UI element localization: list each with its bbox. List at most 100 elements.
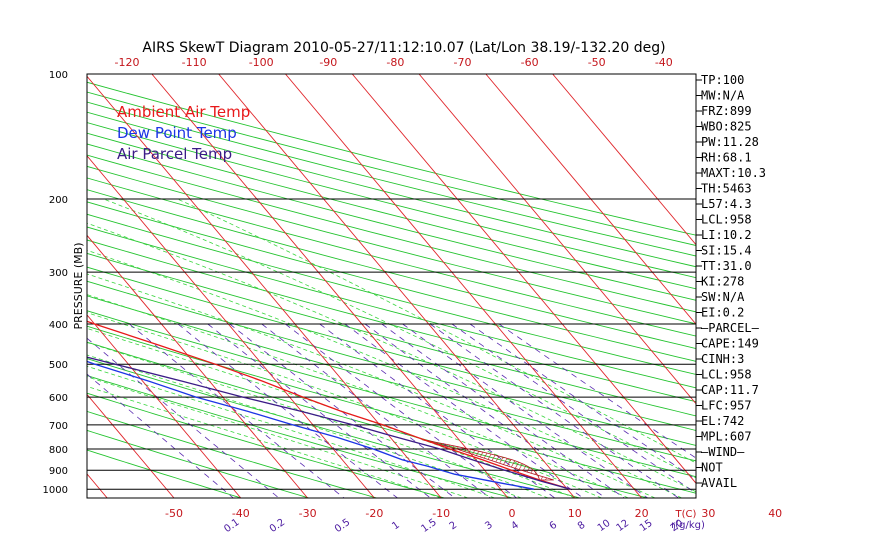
index-label: –WIND–: [701, 445, 745, 459]
index-label: SW:N/A: [701, 290, 745, 304]
dry-adiabat-line: [87, 143, 696, 301]
mixing-ratio-tick-label: 12: [615, 518, 632, 534]
pressure-tick-label: 400: [49, 320, 68, 331]
isotherm-line: [218, 74, 576, 498]
pressure-tick-label: 200: [49, 195, 68, 206]
mixing-ratio-tick-label: 1: [390, 520, 402, 533]
mixing-ratio-tick-label: 3: [483, 520, 495, 533]
isotherm-line: [87, 234, 308, 498]
mixing-ratio-tick-label: 10: [596, 518, 613, 534]
isotherm-line: [418, 74, 696, 405]
sounding-profiles: [87, 320, 571, 490]
mixing-ratio-tick-label: 4: [509, 520, 521, 533]
dry-adiabat-line: [87, 122, 696, 279]
mixing-ratio-line: [344, 323, 584, 498]
isotherm-line: [351, 74, 696, 484]
dry-adiabat-line: [87, 325, 696, 494]
pressure-tick-label: 600: [49, 393, 68, 404]
dry-adiabat-line: [87, 266, 696, 431]
index-label: TT:31.0: [701, 259, 752, 273]
isotherm-line: [151, 74, 509, 498]
dry-adiabat-line: [87, 375, 513, 498]
top-temperature-tick-label: -100: [249, 56, 274, 69]
index-label: LFC:957: [701, 399, 752, 413]
mixing-ratio-line: [469, 323, 696, 481]
mixing-ratio-tick-label: 0.2: [268, 517, 287, 535]
bottom-temperature-tick-label: -10: [432, 507, 450, 520]
moist-adiabat-line: [87, 342, 549, 498]
mixing-ratio-line: [129, 323, 345, 498]
isotherm-line: [485, 74, 696, 325]
index-label: TP:100: [701, 73, 744, 87]
moist-adiabat-line: [177, 198, 696, 464]
bottom-temperature-tick-label: 10: [568, 507, 582, 520]
pressure-tick-label: 1000: [43, 485, 68, 496]
dry-adiabat-line: [87, 341, 648, 498]
index-label: LCL:958: [701, 213, 752, 227]
dry-adiabat-line: [87, 189, 696, 350]
dry-adiabat-line: [87, 154, 696, 313]
isotherm-line: [552, 74, 696, 246]
bottom-temperature-axis: -50 -40 -30 -20 -10 0 10 20 30 40: [165, 507, 782, 520]
mixing-ratio-line: [87, 373, 234, 498]
mixing-ratio-tick-label: 6: [548, 520, 560, 533]
pressure-tick-label: 300: [49, 268, 68, 279]
index-label: EI:0.2: [701, 306, 744, 320]
isotherm-line: [0, 74, 40, 498]
pressure-tick-label: 800: [49, 445, 68, 456]
dry-adiabat-line: [87, 310, 696, 478]
dry-adiabat-line: [87, 111, 696, 268]
index-label: WBO:825: [701, 120, 752, 134]
legend-entry: Ambient Air Temp: [117, 103, 250, 121]
dry-adiabat-line: [87, 429, 310, 498]
isotherm-line: [87, 393, 175, 498]
moist-adiabat-line: [87, 222, 696, 493]
mixing-ratio-line: [229, 323, 456, 498]
mixing-ratio-lines: [87, 323, 696, 498]
top-temperature-tick-label: -80: [386, 56, 404, 69]
top-temperature-tick-label: -110: [182, 56, 207, 69]
pressure-tick-label: 500: [49, 360, 68, 371]
dry-adiabat-line: [87, 239, 696, 403]
dry-adiabat-line: [87, 132, 696, 290]
index-label: RH:68.1: [701, 151, 752, 165]
index-label: –PARCEL–: [701, 321, 760, 335]
dry-adiabat-line: [87, 213, 696, 375]
bottom-temperature-tick-label: -20: [365, 507, 383, 520]
dry-adiabat-line: [87, 177, 696, 337]
dry-adiabat-line: [87, 410, 377, 498]
mixing-ratio-line: [429, 323, 679, 498]
top-temperature-tick-label: -60: [521, 56, 539, 69]
bottom-temperature-tick-label: -30: [299, 507, 317, 520]
legend: Ambient Air Temp Dew Point Temp Air Parcel…: [117, 103, 250, 163]
index-label: TH:5463: [701, 182, 752, 196]
index-label: L57:4.3: [701, 197, 752, 211]
mixing-ratio-line: [498, 323, 696, 459]
pressure-tick-label: 700: [49, 421, 68, 432]
index-label: EL:742: [701, 414, 744, 428]
dry-adiabat-line: [87, 201, 696, 362]
dry-adiabat-line: [87, 165, 696, 325]
profile-air-parcel-temp: [87, 356, 571, 490]
isotherm-line: [87, 473, 108, 498]
moist-adiabat-line: [103, 198, 696, 479]
mixing-ratio-line: [285, 323, 517, 498]
mixing-ratio-line: [207, 323, 431, 498]
top-temperature-axis: -120 -110 -100 -90 -80 -70 -60 -50 -40: [115, 56, 673, 69]
mixing-ratio-line: [402, 323, 648, 498]
pressure-tick-label: 100: [49, 70, 68, 81]
bottom-temperature-tick-label: 40: [768, 507, 782, 520]
dry-adiabat-line: [87, 252, 696, 417]
mixing-ratio-line: [177, 323, 398, 498]
bottom-temperature-tick-label: 30: [701, 507, 715, 520]
mixing-ratio-line: [381, 323, 625, 498]
index-label: CAP:11.7: [701, 383, 759, 397]
moist-adiabat-line: [87, 294, 629, 498]
top-temperature-tick-label: -120: [115, 56, 140, 69]
dry-adiabat-line: [87, 91, 696, 246]
index-label: MAXT:10.3: [701, 166, 766, 180]
top-temperature-tick-label: -70: [454, 56, 472, 69]
moist-adiabat-line: [87, 386, 442, 498]
